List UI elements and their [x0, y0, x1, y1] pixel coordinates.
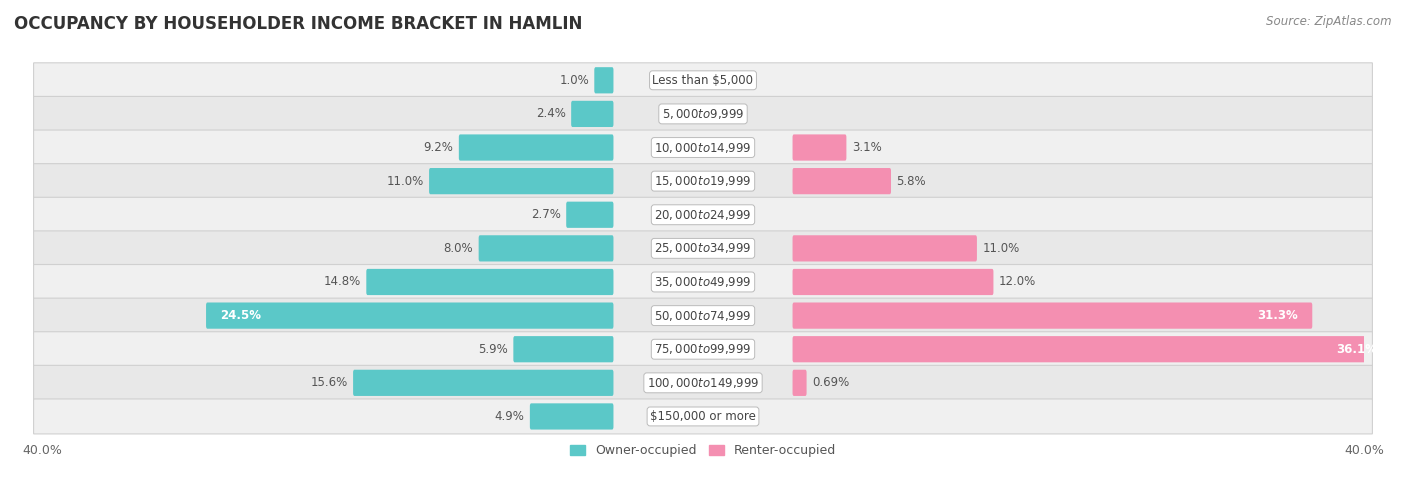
Text: OCCUPANCY BY HOUSEHOLDER INCOME BRACKET IN HAMLIN: OCCUPANCY BY HOUSEHOLDER INCOME BRACKET … — [14, 15, 582, 33]
Text: 8.0%: 8.0% — [444, 242, 474, 255]
Text: 11.0%: 11.0% — [387, 175, 423, 187]
Text: 1.0%: 1.0% — [560, 74, 589, 87]
Text: 5.8%: 5.8% — [896, 175, 927, 187]
Text: $100,000 to $149,999: $100,000 to $149,999 — [647, 376, 759, 390]
Text: $150,000 or more: $150,000 or more — [650, 410, 756, 423]
FancyBboxPatch shape — [478, 235, 613, 262]
Text: Less than $5,000: Less than $5,000 — [652, 74, 754, 87]
FancyBboxPatch shape — [34, 264, 1372, 300]
Text: $15,000 to $19,999: $15,000 to $19,999 — [654, 174, 752, 188]
FancyBboxPatch shape — [530, 403, 613, 430]
FancyBboxPatch shape — [793, 370, 807, 396]
FancyBboxPatch shape — [34, 130, 1372, 165]
FancyBboxPatch shape — [34, 332, 1372, 367]
Text: 36.1%: 36.1% — [1336, 343, 1376, 356]
Text: 9.2%: 9.2% — [423, 141, 454, 154]
Text: $35,000 to $49,999: $35,000 to $49,999 — [654, 275, 752, 289]
Text: 14.8%: 14.8% — [323, 276, 361, 288]
FancyBboxPatch shape — [34, 63, 1372, 98]
Text: 2.4%: 2.4% — [536, 108, 565, 120]
Text: 3.1%: 3.1% — [852, 141, 882, 154]
FancyBboxPatch shape — [513, 336, 613, 362]
Text: 15.6%: 15.6% — [311, 376, 347, 389]
Text: 2.7%: 2.7% — [531, 208, 561, 221]
FancyBboxPatch shape — [34, 164, 1372, 199]
Text: 0.69%: 0.69% — [811, 376, 849, 389]
FancyBboxPatch shape — [353, 370, 613, 396]
Text: 24.5%: 24.5% — [221, 309, 262, 322]
Text: $50,000 to $74,999: $50,000 to $74,999 — [654, 309, 752, 322]
FancyBboxPatch shape — [34, 231, 1372, 266]
Text: $5,000 to $9,999: $5,000 to $9,999 — [662, 107, 744, 121]
Text: 12.0%: 12.0% — [998, 276, 1036, 288]
FancyBboxPatch shape — [34, 197, 1372, 232]
FancyBboxPatch shape — [207, 302, 613, 329]
Legend: Owner-occupied, Renter-occupied: Owner-occupied, Renter-occupied — [565, 439, 841, 463]
Text: $75,000 to $99,999: $75,000 to $99,999 — [654, 342, 752, 356]
FancyBboxPatch shape — [429, 168, 613, 194]
Text: 4.9%: 4.9% — [495, 410, 524, 423]
FancyBboxPatch shape — [567, 202, 613, 228]
Text: 5.9%: 5.9% — [478, 343, 508, 356]
FancyBboxPatch shape — [34, 365, 1372, 400]
Text: $20,000 to $24,999: $20,000 to $24,999 — [654, 208, 752, 222]
FancyBboxPatch shape — [793, 168, 891, 194]
Text: Source: ZipAtlas.com: Source: ZipAtlas.com — [1267, 15, 1392, 28]
FancyBboxPatch shape — [793, 269, 994, 295]
FancyBboxPatch shape — [793, 302, 1312, 329]
FancyBboxPatch shape — [34, 298, 1372, 333]
FancyBboxPatch shape — [793, 336, 1392, 362]
FancyBboxPatch shape — [458, 134, 613, 161]
Text: 31.3%: 31.3% — [1257, 309, 1298, 322]
FancyBboxPatch shape — [595, 67, 613, 94]
Text: 11.0%: 11.0% — [983, 242, 1019, 255]
FancyBboxPatch shape — [571, 101, 613, 127]
Text: $10,000 to $14,999: $10,000 to $14,999 — [654, 141, 752, 154]
FancyBboxPatch shape — [367, 269, 613, 295]
FancyBboxPatch shape — [793, 235, 977, 262]
FancyBboxPatch shape — [34, 399, 1372, 434]
Text: $25,000 to $34,999: $25,000 to $34,999 — [654, 242, 752, 255]
FancyBboxPatch shape — [793, 134, 846, 161]
FancyBboxPatch shape — [34, 96, 1372, 131]
